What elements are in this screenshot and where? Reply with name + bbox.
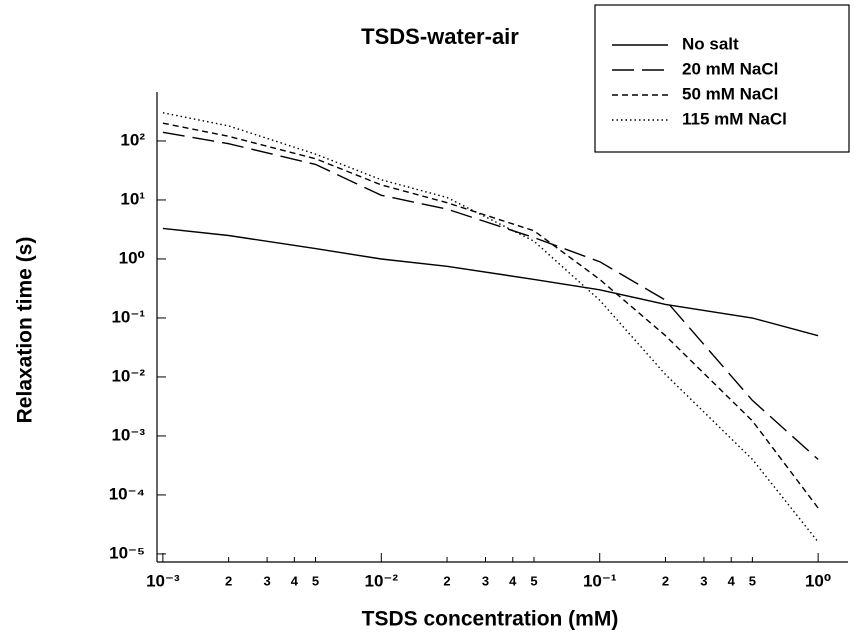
chart-title: TSDS-water-air — [361, 24, 519, 49]
x-tick-label: 10⁻² — [365, 571, 399, 590]
x-tick-label: 5 — [749, 573, 756, 588]
x-tick-label: 10⁻³ — [146, 571, 180, 590]
y-tick-label: 10⁻⁵ — [109, 543, 145, 562]
x-tick-label: 3 — [700, 573, 707, 588]
y-tick-label: 10⁻³ — [111, 425, 145, 444]
series-line — [162, 112, 819, 543]
x-tick-label: 3 — [263, 573, 270, 588]
y-axis-label: Relaxation time (s) — [14, 237, 37, 424]
series-line — [162, 227, 819, 337]
x-axis-label: TSDS concentration (mM) — [362, 608, 619, 631]
legend-label: 50 mM NaCl — [682, 84, 778, 103]
x-tick-label: 10⁻¹ — [583, 571, 617, 590]
y-tick-label: 10¹ — [120, 189, 145, 208]
x-tick-label: 5 — [312, 573, 319, 588]
legend-label: 115 mM NaCl — [682, 109, 787, 128]
series-line — [162, 131, 819, 460]
x-tick-label: 4 — [728, 573, 736, 588]
y-tick-label: 10⁻² — [111, 366, 145, 385]
legend-box — [594, 4, 850, 153]
x-tick-label: 5 — [530, 573, 537, 588]
x-tick-label: 2 — [443, 573, 450, 588]
y-tick-label: 10⁻¹ — [111, 307, 145, 326]
x-tick-label: 10⁰ — [805, 571, 831, 590]
x-tick-label: 2 — [225, 573, 232, 588]
y-tick-label: 10⁻⁴ — [109, 484, 145, 503]
x-tick-label: 3 — [482, 573, 489, 588]
x-tick-label: 4 — [509, 573, 517, 588]
series-line — [162, 122, 819, 509]
y-tick-label: 10² — [120, 130, 145, 149]
y-tick-label: 10⁰ — [119, 248, 145, 267]
legend-label: No salt — [682, 34, 739, 53]
x-tick-label: 4 — [291, 573, 299, 588]
legend-label: 20 mM NaCl — [682, 59, 778, 78]
x-tick-label: 2 — [662, 573, 669, 588]
